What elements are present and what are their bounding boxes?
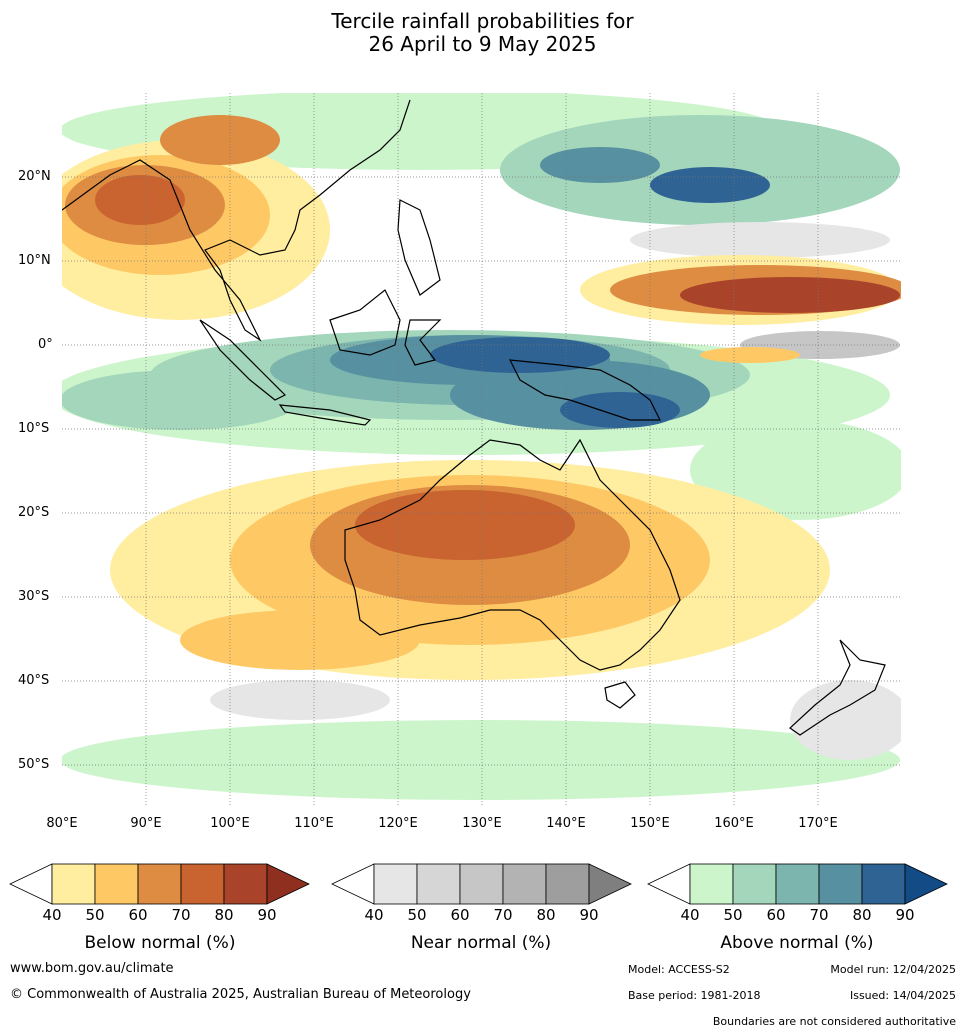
colorbar-above-normal — [647, 863, 948, 905]
colorbar-near-segment — [373, 863, 418, 905]
colorbar-below-segment — [223, 863, 268, 905]
lon-label-110e: 110°E — [294, 816, 334, 831]
colorbar-near-tick-label: 80 — [536, 906, 556, 924]
australia-coastline — [344, 438, 681, 671]
colorbar-near-segment — [459, 863, 504, 905]
colorbar-near-segment — [502, 863, 547, 905]
colorbar-above-tick-label: 90 — [895, 906, 915, 924]
lat-label-10n: 10°N — [18, 253, 51, 268]
new-zealand-coastline — [789, 639, 886, 736]
colorbar-near-tick-label: 90 — [579, 906, 599, 924]
lat-label-20s: 20°S — [18, 505, 50, 520]
lon-label-140e: 140°E — [546, 816, 586, 831]
colorbar-above-segment — [818, 863, 863, 905]
model-run-text: Model run: 12/04/2025 — [830, 963, 956, 976]
colorbar-above-segment — [775, 863, 820, 905]
colorbar-above-segment — [689, 863, 734, 905]
website-link[interactable]: www.bom.gov.au/climate — [10, 961, 174, 976]
colorbar-near-tick-label: 40 — [364, 906, 384, 924]
colorbar-near-over-triangle — [588, 863, 632, 905]
colorbar-above-title: Above normal (%) — [720, 933, 874, 953]
colorbar-below-segment — [94, 863, 139, 905]
sulawesi-coastline — [404, 319, 442, 366]
disclaimer-text: Boundaries are not considered authoritat… — [712, 1015, 956, 1028]
colorbar-near-tick-label: 60 — [450, 906, 470, 924]
base-period-text: Base period: 1981-2018 — [628, 989, 761, 1002]
lat-label-40s: 40°S — [18, 673, 50, 688]
title-line-1: Tercile rainfall probabilities for — [331, 9, 634, 33]
colorbar-below-segment — [137, 863, 182, 905]
issued-text: Issued: 14/04/2025 — [849, 989, 956, 1002]
colorbar-near-title: Near normal (%) — [410, 933, 552, 953]
lon-label-100e: 100°E — [210, 816, 250, 831]
colorbar-below-tick-label: 70 — [171, 906, 191, 924]
asia-mainland-coastline — [62, 99, 411, 342]
sumatra-coastline — [199, 319, 287, 401]
lon-label-90e: 90°E — [130, 816, 162, 831]
lon-label-160e: 160°E — [714, 816, 754, 831]
colorbar-above-under-triangle — [647, 863, 691, 905]
colorbar-below-tick-label: 90 — [257, 906, 277, 924]
title-line-2: 26 April to 9 May 2025 — [368, 32, 597, 56]
graticule — [62, 93, 901, 807]
colorbar-above-tick-label: 50 — [723, 906, 743, 924]
lon-label-150e: 150°E — [630, 816, 670, 831]
lat-label-50s: 50°S — [18, 757, 50, 772]
lat-label-20n: 20°N — [18, 169, 51, 184]
lat-label-0: 0° — [38, 337, 53, 352]
lon-label-80e: 80°E — [46, 816, 78, 831]
colorbar-above-over-triangle — [904, 863, 948, 905]
model-text: Model: ACCESS-S2 — [628, 963, 730, 976]
colorbar-below-tick-label: 80 — [214, 906, 234, 924]
map-field — [62, 93, 901, 807]
colorbar-near-tick-label: 50 — [407, 906, 427, 924]
colorbar-near-normal — [331, 863, 632, 905]
colorbar-near-under-triangle — [331, 863, 375, 905]
lon-label-120e: 120°E — [378, 816, 418, 831]
colorbar-below-under-triangle — [9, 863, 53, 905]
colorbar-above-tick-label: 80 — [852, 906, 872, 924]
colorbar-near-segment — [545, 863, 590, 905]
lon-label-170e: 170°E — [798, 816, 838, 831]
colorbar-below-over-triangle — [266, 863, 310, 905]
borneo-coastline — [329, 289, 401, 356]
map-title: Tercile rainfall probabilities for 26 Ap… — [0, 10, 965, 56]
copyright-text: © Commonwealth of Australia 2025, Austra… — [10, 987, 471, 1002]
colorbar-below-normal — [9, 863, 310, 905]
colorbar-above-tick-label: 60 — [766, 906, 786, 924]
colorbar-above-tick-label: 70 — [809, 906, 829, 924]
lat-label-10s: 10°S — [18, 421, 50, 436]
colorbar-below-tick-label: 60 — [128, 906, 148, 924]
colorbar-near-segment — [416, 863, 461, 905]
philippines-coastline — [397, 199, 441, 296]
java-coastline — [278, 404, 372, 426]
lon-label-130e: 130°E — [462, 816, 502, 831]
colorbar-below-tick-label: 40 — [42, 906, 62, 924]
new-guinea-coastline — [508, 359, 661, 421]
colorbar-above-segment — [732, 863, 777, 905]
colorbar-below-title: Below normal (%) — [84, 933, 236, 953]
colorbar-above-tick-label: 40 — [680, 906, 700, 924]
colorbar-below-segment — [51, 863, 96, 905]
lat-label-30s: 30°S — [18, 589, 50, 604]
colorbar-near-tick-label: 70 — [493, 906, 513, 924]
tasmania-coastline — [604, 681, 636, 709]
colorbar-above-segment — [861, 863, 906, 905]
coastlines — [62, 99, 886, 736]
colorbar-below-segment — [180, 863, 225, 905]
colorbar-below-tick-label: 50 — [85, 906, 105, 924]
